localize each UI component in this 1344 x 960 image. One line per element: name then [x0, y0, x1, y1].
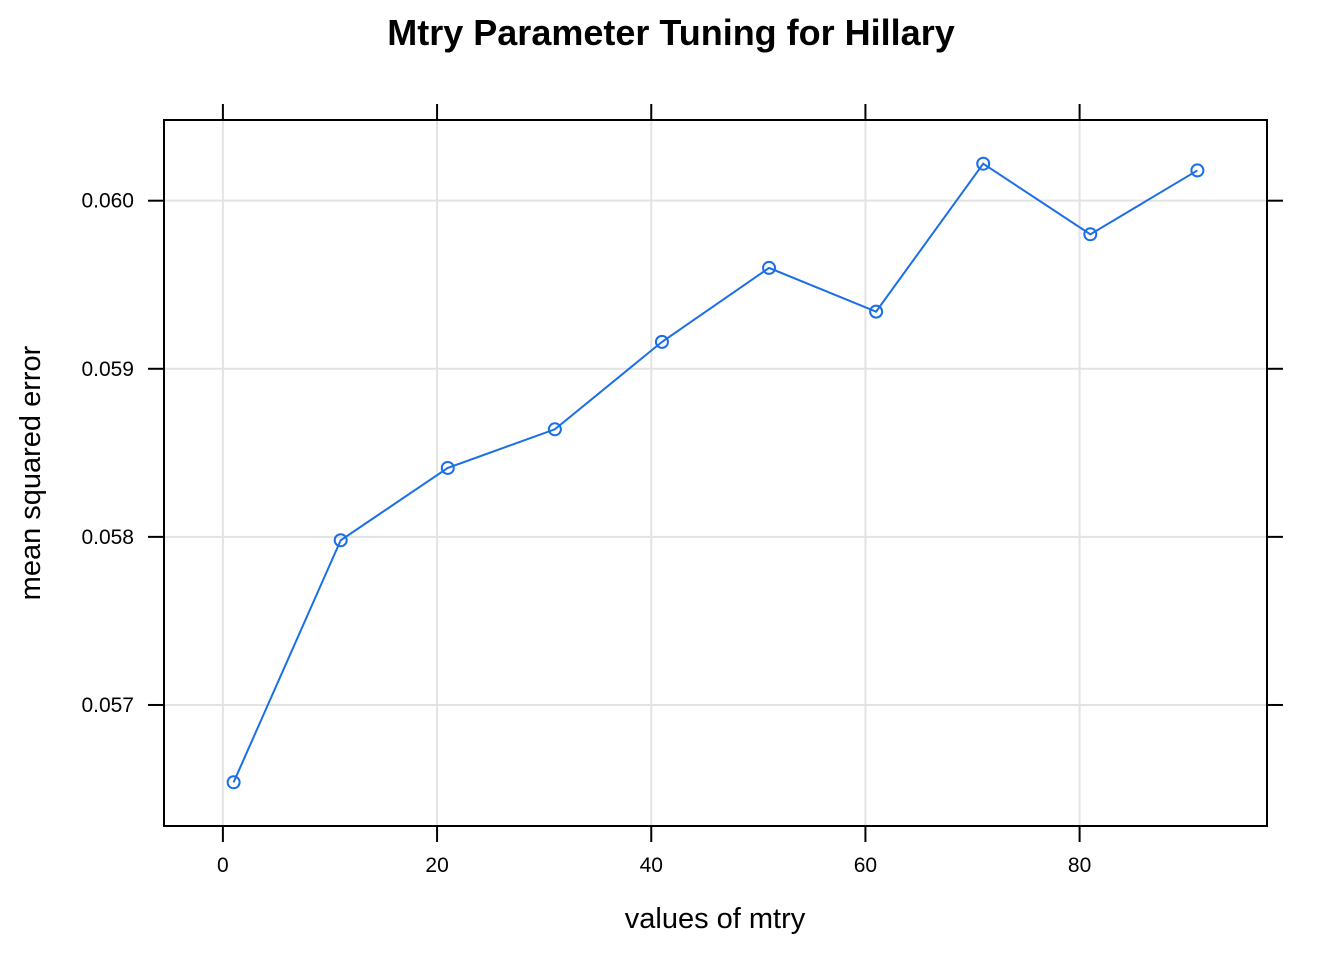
tick-labels: 0 20 40 60 80 0.057 0.058 0.059 0.060	[81, 190, 1091, 877]
x-tick-label: 80	[1068, 854, 1091, 877]
x-tick-label: 0	[217, 854, 229, 877]
x-tick-label: 20	[425, 854, 448, 877]
series	[226, 156, 1205, 790]
y-tick-label: 0.058	[81, 526, 134, 549]
plot-frame	[163, 119, 1268, 827]
y-tick-label: 0.059	[81, 358, 134, 381]
data-point	[976, 156, 991, 171]
data-point	[547, 422, 562, 437]
x-tick-label: 60	[854, 854, 877, 877]
chart-title: Mtry Parameter Tuning for Hillary	[387, 12, 954, 53]
y-tick-label: 0.060	[81, 190, 134, 213]
data-point	[654, 334, 669, 349]
x-axis-label: values of mtry	[625, 903, 806, 935]
data-point	[762, 260, 777, 275]
x-tick-label: 40	[640, 854, 663, 877]
y-axis-label: mean squared error	[15, 345, 47, 600]
data-point	[440, 460, 455, 475]
axis-ticks	[148, 104, 1283, 842]
data-point	[333, 533, 348, 548]
y-tick-label: 0.057	[81, 694, 134, 717]
data-point	[1190, 163, 1205, 178]
data-point	[226, 775, 241, 790]
grid	[164, 120, 1267, 826]
data-point	[869, 304, 884, 319]
series-line	[232, 162, 1198, 783]
data-point	[1083, 227, 1098, 242]
